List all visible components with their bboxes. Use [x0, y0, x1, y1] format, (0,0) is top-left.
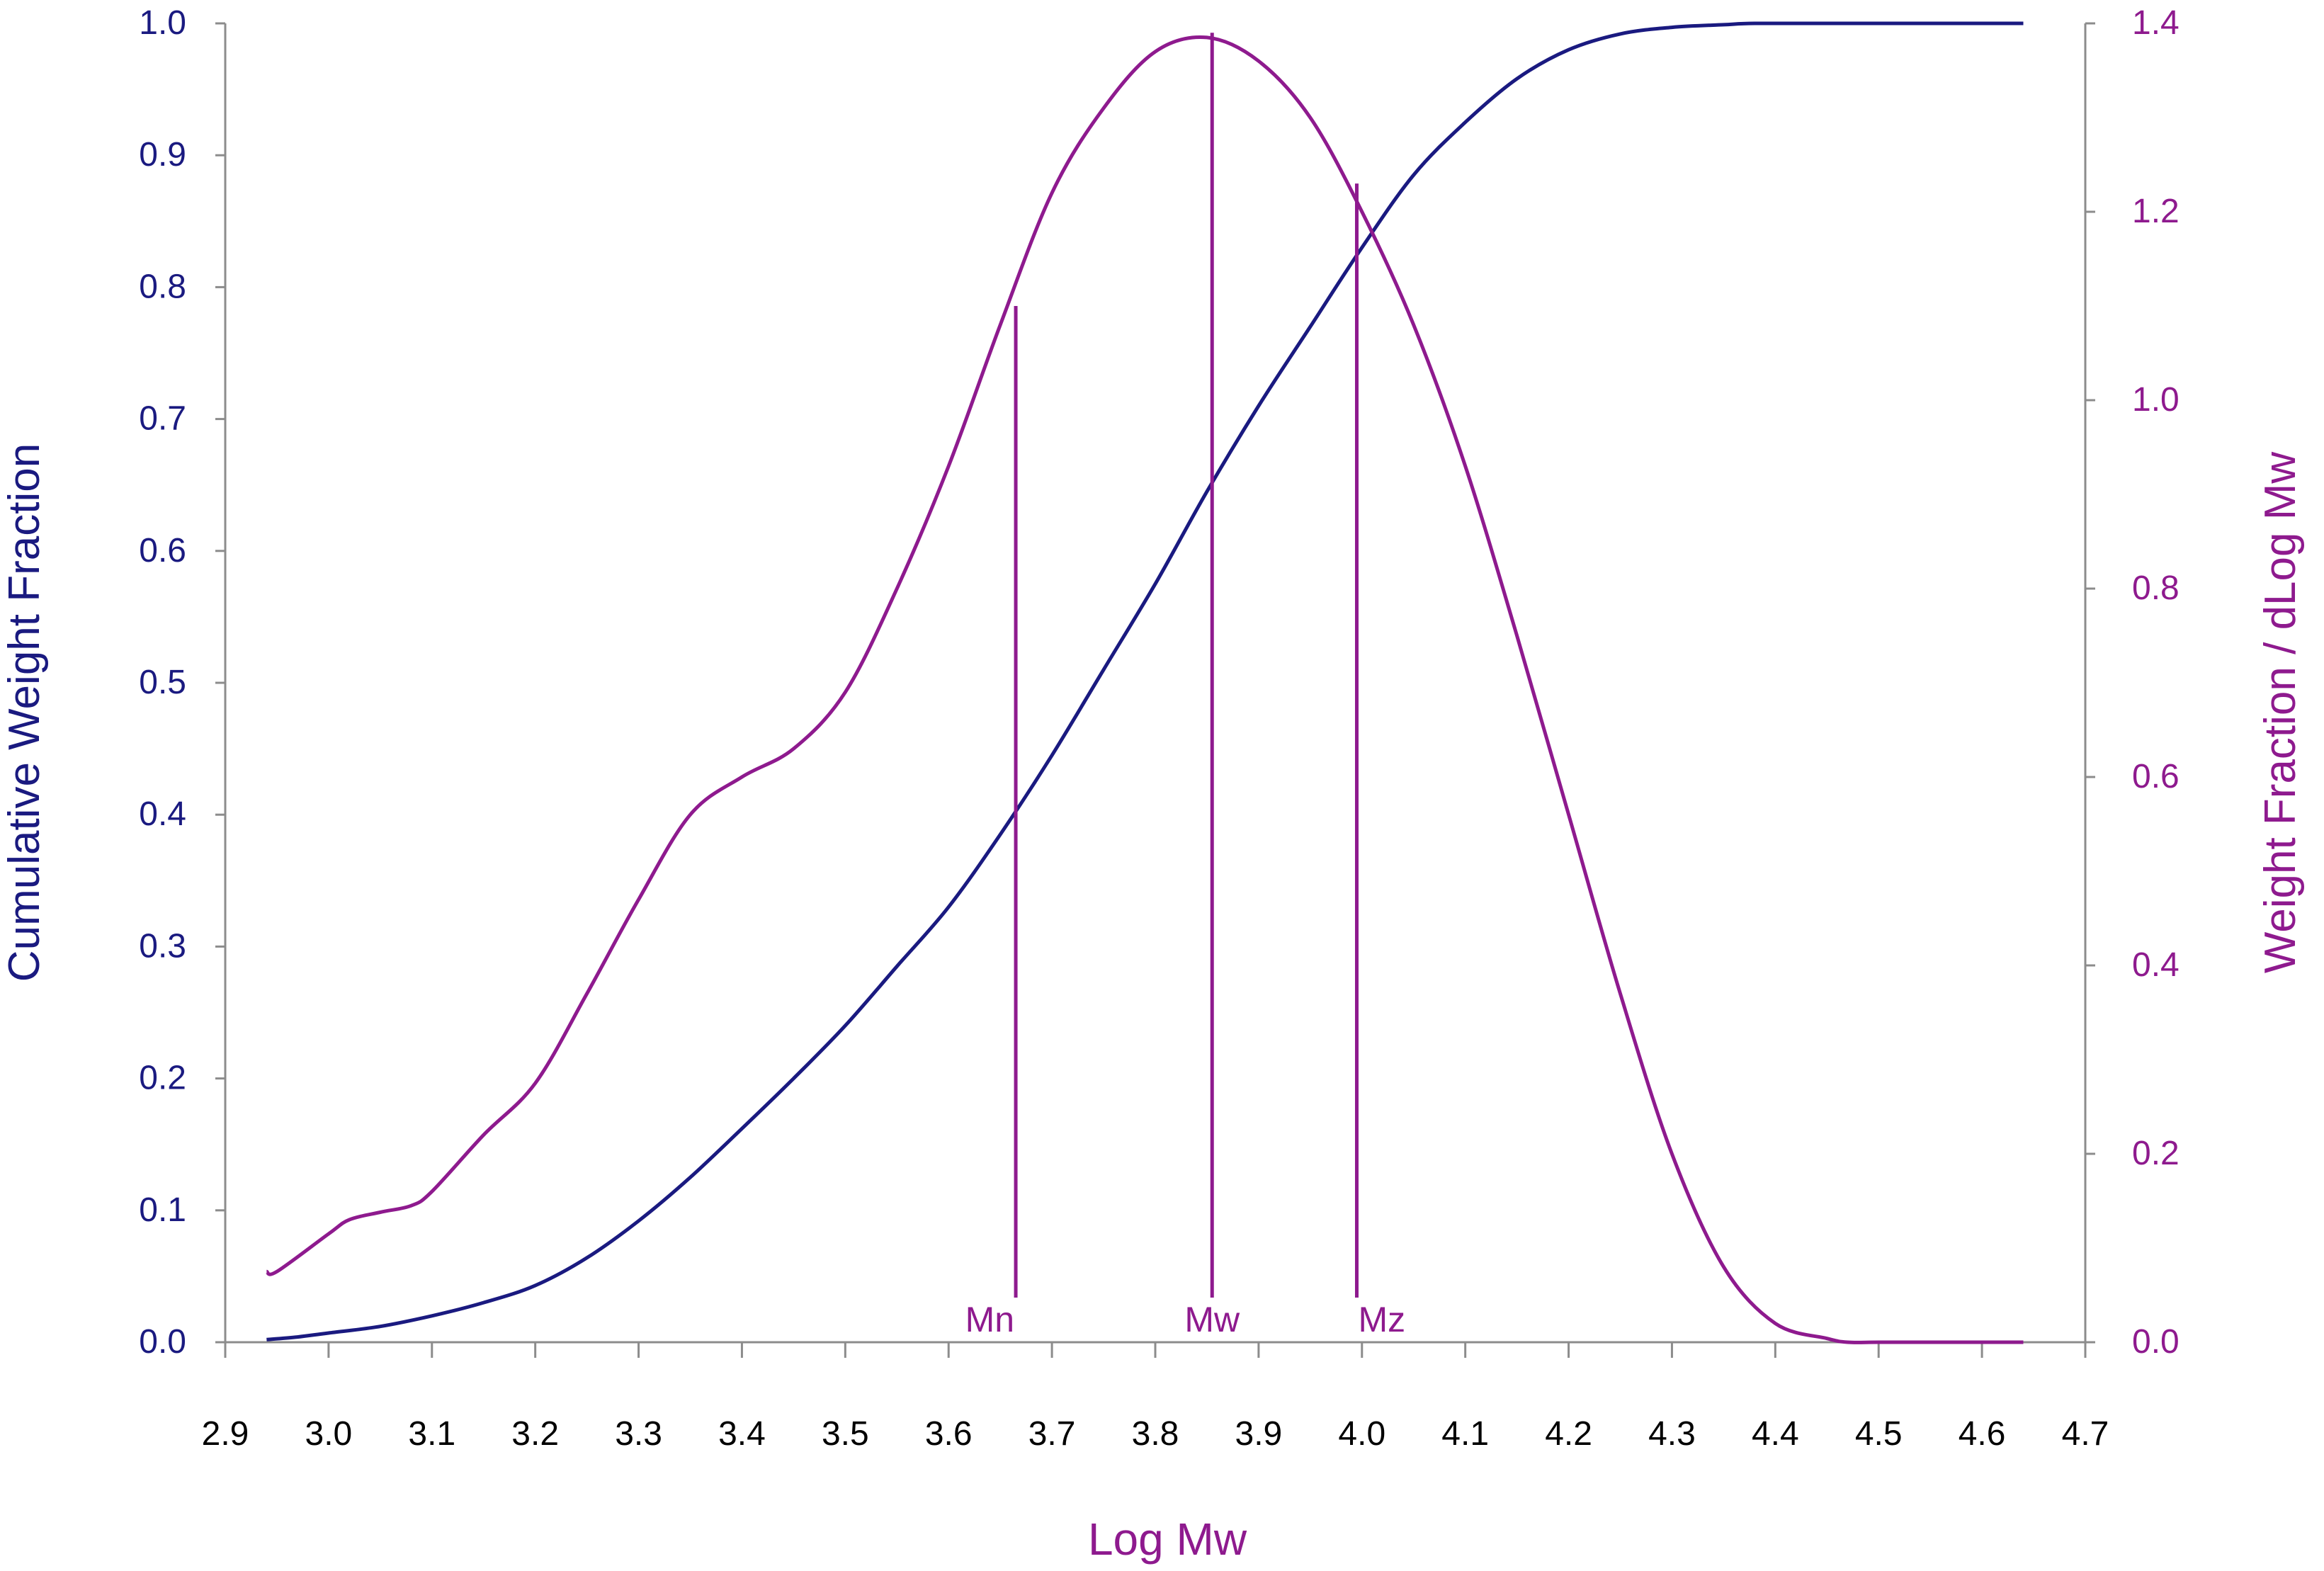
- y-left-tick-label-5: 0.5: [139, 664, 186, 701]
- x-tick-label-11: 4.0: [1338, 1415, 1385, 1453]
- marker-label-mn: Mn: [965, 1300, 1014, 1339]
- differential-series-line: [265, 35, 2024, 1344]
- markers-layer: Mn Mw Mz: [965, 33, 1405, 1339]
- x-tick-label-8: 3.7: [1028, 1415, 1076, 1453]
- y-left-tick-label-8: 0.8: [139, 268, 186, 305]
- x-tick-label-18: 4.7: [2062, 1415, 2109, 1453]
- y-left-tick-label-0: 0.0: [139, 1323, 186, 1361]
- x-tick-label-15: 4.4: [1752, 1415, 1799, 1453]
- y-right-tick-label-7: 1.4: [2132, 4, 2180, 42]
- marker-label-mz: Mz: [1358, 1300, 1405, 1339]
- series-layer: [265, 21, 2024, 1344]
- x-tick-label-2: 3.1: [408, 1415, 455, 1453]
- y-left-tick-label-1: 0.1: [139, 1191, 186, 1229]
- x-tick-label-12: 4.1: [1441, 1415, 1489, 1453]
- x-tick-label-14: 4.3: [1648, 1415, 1696, 1453]
- x-tick-label-7: 3.6: [925, 1415, 973, 1453]
- x-tick-label-0: 2.9: [202, 1415, 249, 1453]
- cumulative-series-line: [266, 21, 2024, 1342]
- marker-label-mw: Mw: [1184, 1300, 1240, 1339]
- x-tick-label-6: 3.5: [822, 1415, 869, 1453]
- y-left-tick-label-2: 0.2: [139, 1060, 186, 1097]
- y-left-tick-label-9: 0.9: [139, 136, 186, 174]
- x-tick-label-1: 3.0: [305, 1415, 353, 1453]
- y-left-tick-label-6: 0.6: [139, 532, 186, 569]
- x-tick-label-5: 3.4: [718, 1415, 766, 1453]
- x-tick-label-10: 3.9: [1235, 1415, 1283, 1453]
- y-right-tick-label-1: 0.2: [2132, 1135, 2180, 1172]
- y-right-tick-label-5: 1.0: [2132, 381, 2180, 419]
- y-axis-right-label: Weight Fraction / dLog Mw: [2256, 452, 2305, 974]
- y-left-tick-label-4: 0.4: [139, 795, 186, 833]
- x-tick-label-13: 4.2: [1545, 1415, 1592, 1453]
- y-right-tick-label-4: 0.8: [2132, 569, 2180, 607]
- axes: 2.9 3.0 3.1 3.2 3.3 3.4 3.5 3.6 3.7 3.8 3.9 4.0 4.1 4…: [139, 4, 2179, 1453]
- y-left-tick-label-3: 0.3: [139, 927, 186, 965]
- y-right-tick-label-6: 1.2: [2132, 193, 2180, 230]
- y-left-tick-label-10: 1.0: [139, 4, 186, 42]
- x-tick-label-17: 4.6: [1959, 1415, 2006, 1453]
- x-tick-label-16: 4.5: [1855, 1415, 1903, 1453]
- y-right-tick-label-0: 0.0: [2132, 1323, 2180, 1361]
- x-axis-label: Log Mw: [1088, 1514, 1247, 1565]
- y-right-tick-label-2: 0.4: [2132, 946, 2180, 984]
- x-tick-label-9: 3.8: [1132, 1415, 1179, 1453]
- y-left-tick-label-7: 0.7: [139, 400, 186, 438]
- x-tick-label-4: 3.3: [615, 1415, 662, 1453]
- labels-layer: Log Mw Cumulative Weight Fraction Weight…: [0, 443, 2305, 1565]
- y-right-tick-label-3: 0.6: [2132, 758, 2180, 795]
- x-tick-label-3: 3.2: [511, 1415, 559, 1453]
- y-axis-left-label: Cumulative Weight Fraction: [0, 443, 49, 982]
